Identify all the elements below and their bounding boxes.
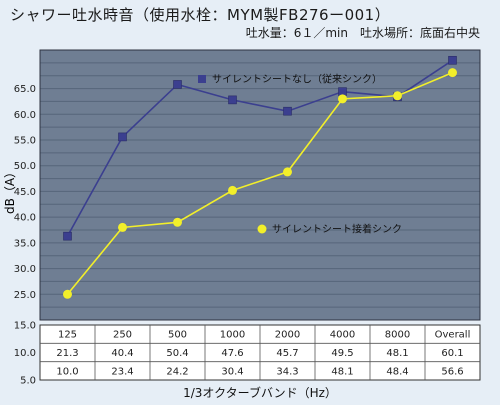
table-cell: 30.4	[221, 366, 243, 377]
data-point	[448, 55, 457, 65]
page-title: シャワー吐水時音（使用水栓：MYM製FB276ー001）	[10, 6, 391, 24]
table-cell: 50.4	[166, 348, 188, 359]
data-point	[393, 91, 402, 101]
table-cell: 24.2	[166, 366, 188, 377]
data-point	[118, 222, 127, 232]
legend-marker	[257, 224, 267, 234]
y-tick-label: 30.0	[14, 264, 36, 275]
data-point	[228, 95, 237, 105]
y-tick-label: 65.0	[14, 84, 36, 95]
y-tick-label: 60.0	[14, 110, 36, 121]
table-cell: 4000	[330, 330, 355, 341]
table-cell: 48.1	[386, 348, 408, 359]
data-point	[338, 94, 347, 104]
table-cell: Overall	[435, 330, 471, 341]
diff-tick-label: 15.0	[14, 321, 36, 332]
data-point	[283, 167, 292, 177]
y-axis-label: dB（A）	[3, 166, 17, 214]
y-tick-label: 55.0	[14, 136, 36, 147]
table-cell: 21.3	[56, 348, 78, 359]
table-cell: 1000	[220, 330, 245, 341]
table-cell: 48.4	[386, 366, 408, 377]
y-tick-label: 40.0	[14, 213, 36, 224]
plot-area	[40, 50, 480, 320]
data-point	[173, 217, 182, 227]
data-point	[173, 80, 182, 89]
data-point	[448, 68, 457, 78]
table-cell: 45.7	[276, 348, 298, 359]
table-cell: 10.0	[56, 366, 78, 377]
table-cell: 60.1	[441, 348, 463, 359]
legend-marker	[198, 75, 206, 83]
data-point	[283, 106, 292, 116]
table-cell: 250	[113, 330, 132, 341]
y-tick-label: 25.0	[14, 290, 36, 301]
table-cell: 56.6	[441, 366, 463, 377]
data-point	[118, 132, 127, 142]
y-tick-label: 35.0	[14, 238, 36, 249]
data-point	[63, 289, 72, 299]
table-cell: 49.5	[331, 348, 353, 359]
diff-tick-label: 10.0	[14, 348, 36, 359]
legend-label: サイレントシート接着シンク	[272, 223, 402, 236]
table-cell: 23.4	[111, 366, 133, 377]
data-point	[63, 231, 72, 241]
chart-subtitle: 吐水量：6１／min 吐水場所：底面右中央	[245, 26, 480, 40]
data-point	[228, 185, 237, 195]
legend-label: サイレントシートなし（従来シンク）	[212, 73, 382, 86]
series-line	[66, 71, 453, 295]
y-tick-label: 45.0	[14, 187, 36, 198]
table-cell: 125	[58, 330, 77, 341]
table-cell: 40.4	[111, 348, 133, 359]
table-cell: 47.6	[221, 348, 243, 359]
table-cell: 48.1	[331, 366, 353, 377]
y-tick-label: 50.0	[14, 161, 36, 172]
diff-tick-label: 5.0	[20, 376, 36, 387]
table-cell: 8000	[385, 330, 410, 341]
table-cell: 2000	[275, 330, 300, 341]
plot-border	[39, 49, 481, 321]
x-axis-label: 1/3オクターブバンド（Hz）	[183, 385, 337, 400]
table-cell: 500	[168, 330, 187, 341]
table-cell: 34.3	[276, 366, 298, 377]
